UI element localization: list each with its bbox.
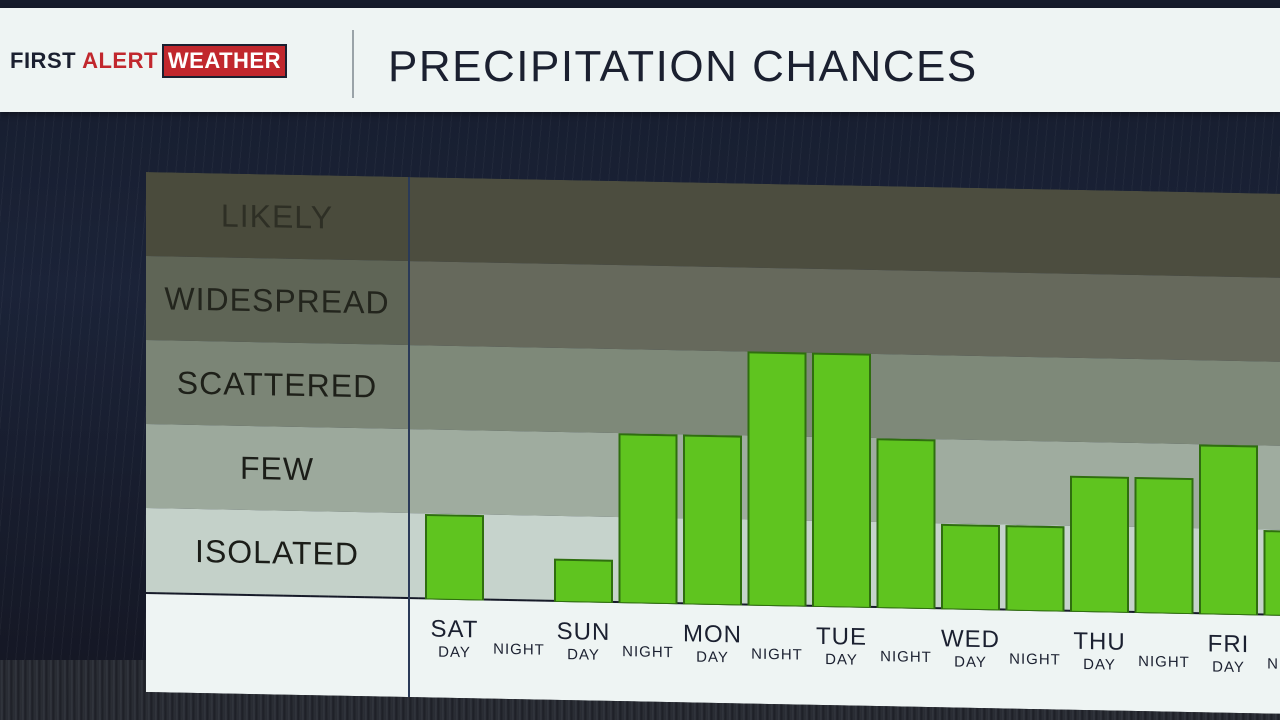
bar-12 (1199, 444, 1258, 616)
page-title: PRECIPITATION CHANCES (388, 42, 978, 91)
bar-9 (1005, 525, 1065, 613)
bar-7 (876, 438, 936, 611)
logo-weather: WEATHER (161, 44, 287, 78)
bars-layer (425, 351, 1280, 616)
bar-13 (1263, 530, 1280, 616)
first-alert-weather-logo: FIRST ALERT WEATHER (10, 44, 287, 78)
bar-11 (1134, 476, 1194, 616)
bar-2 (554, 558, 613, 604)
y-label-likely: LIKELY (146, 172, 408, 262)
precipitation-chart: LIKELY WIDESPREAD SCATTERED FEW ISOLATED SAT… (146, 172, 1280, 714)
logo-alert: ALERT (82, 48, 158, 73)
bar-3 (618, 433, 678, 606)
x-period-label: NIGHT (1267, 655, 1280, 674)
header-bar: FIRST ALERT WEATHER PRECIPITATION CHANCE… (0, 8, 1280, 112)
y-label-isolated: ISOLATED (146, 508, 408, 598)
bar-8 (941, 523, 1000, 612)
y-label-few: FEW (146, 424, 408, 514)
bar-0 (425, 513, 484, 602)
bar-5 (747, 351, 807, 608)
y-label-scattered: SCATTERED (146, 340, 408, 430)
bar-6 (812, 352, 871, 609)
x-label-13: NIGHT (1253, 655, 1280, 674)
bar-10 (1070, 475, 1129, 614)
bar-4 (683, 434, 742, 607)
logo-first: FIRST (10, 48, 77, 73)
header-divider (352, 30, 354, 98)
y-label-widespread: WIDESPREAD (146, 256, 408, 346)
